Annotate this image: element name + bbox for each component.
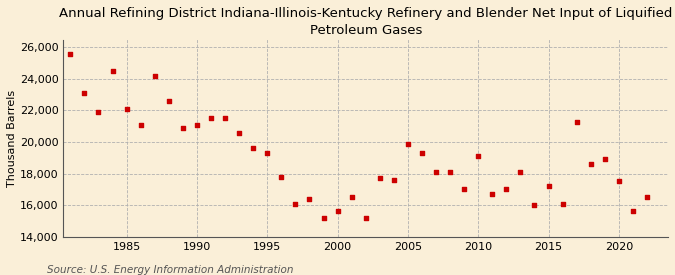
- Point: [571, 119, 582, 124]
- Point: [304, 197, 315, 201]
- Point: [472, 154, 483, 158]
- Point: [163, 99, 174, 103]
- Point: [501, 187, 512, 192]
- Point: [219, 116, 230, 120]
- Y-axis label: Thousand Barrels: Thousand Barrels: [7, 90, 17, 187]
- Point: [445, 170, 456, 174]
- Point: [599, 157, 610, 162]
- Point: [79, 91, 90, 95]
- Point: [543, 184, 554, 188]
- Point: [515, 170, 526, 174]
- Point: [178, 126, 188, 130]
- Point: [557, 201, 568, 206]
- Point: [529, 203, 540, 207]
- Point: [388, 178, 399, 182]
- Point: [192, 122, 202, 127]
- Point: [375, 176, 385, 180]
- Point: [65, 51, 76, 56]
- Point: [431, 170, 441, 174]
- Point: [122, 107, 132, 111]
- Point: [149, 74, 160, 78]
- Point: [135, 122, 146, 127]
- Point: [332, 209, 343, 214]
- Point: [614, 179, 624, 184]
- Point: [206, 116, 217, 120]
- Point: [346, 195, 357, 199]
- Point: [234, 130, 244, 135]
- Point: [290, 201, 301, 206]
- Point: [585, 162, 596, 166]
- Point: [628, 209, 639, 214]
- Point: [459, 187, 470, 192]
- Point: [276, 175, 287, 179]
- Point: [416, 151, 427, 155]
- Point: [262, 151, 273, 155]
- Point: [641, 195, 652, 199]
- Point: [360, 216, 371, 220]
- Point: [248, 146, 259, 150]
- Point: [93, 110, 104, 114]
- Point: [487, 192, 497, 196]
- Text: Source: U.S. Energy Information Administration: Source: U.S. Energy Information Administ…: [47, 265, 294, 275]
- Point: [107, 69, 118, 73]
- Point: [318, 216, 329, 220]
- Point: [402, 141, 413, 146]
- Title: Annual Refining District Indiana-Illinois-Kentucky Refinery and Blender Net Inpu: Annual Refining District Indiana-Illinoi…: [59, 7, 672, 37]
